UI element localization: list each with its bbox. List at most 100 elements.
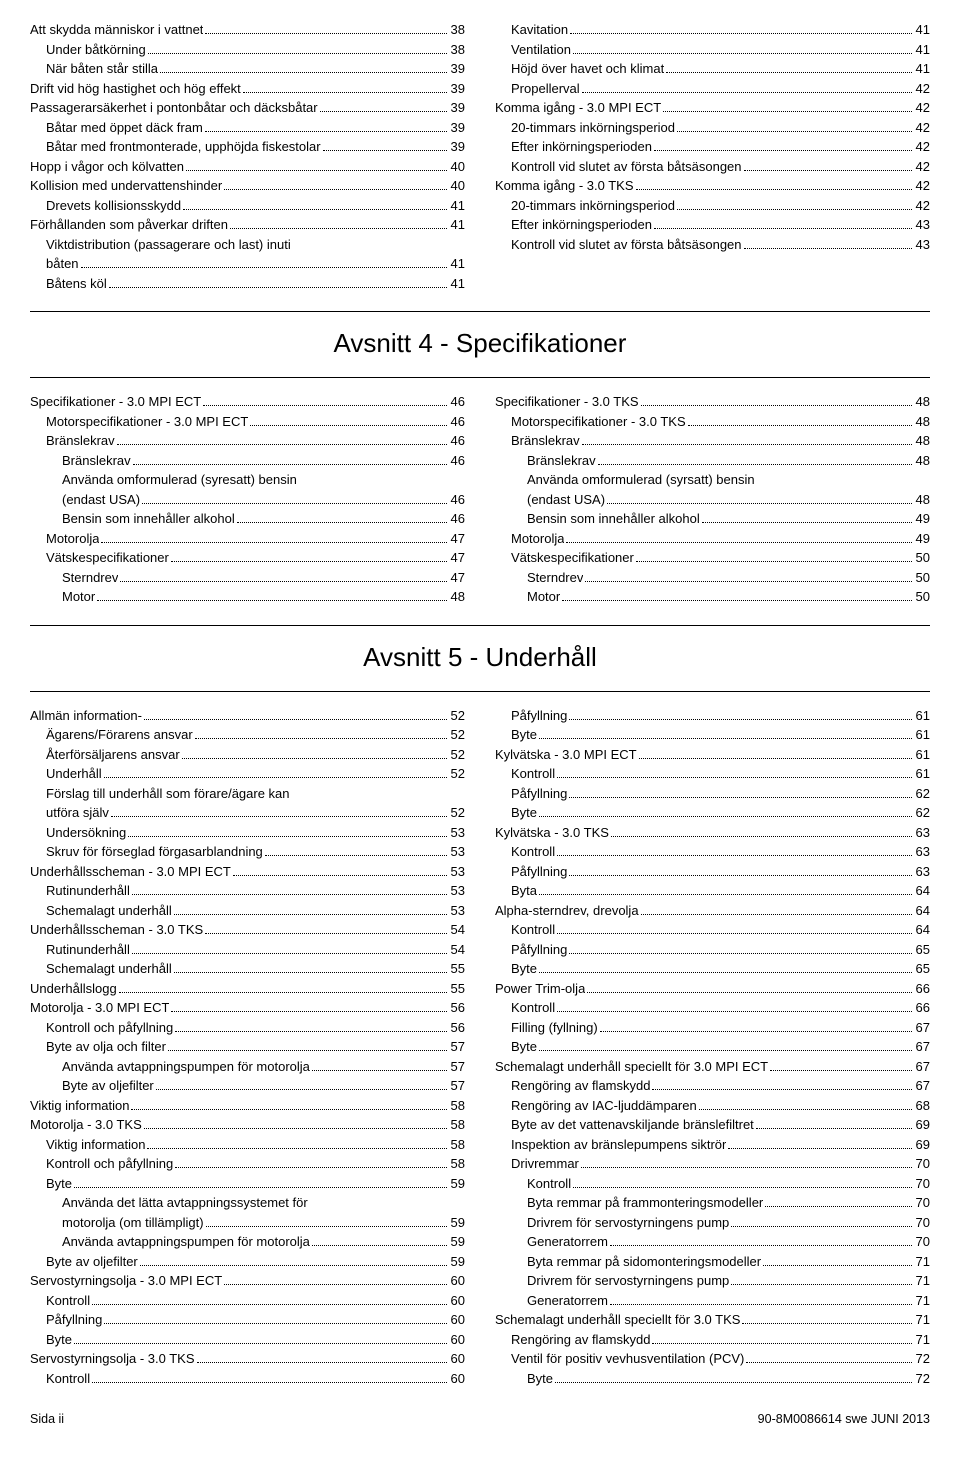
toc-label: Motorspecifikationer - 3.0 MPI ECT <box>46 412 248 432</box>
toc-label: Underhållsscheman - 3.0 MPI ECT <box>30 862 231 882</box>
toc-page: 61 <box>914 706 930 726</box>
toc-row: Motorolja - 3.0 TKS58 <box>30 1115 465 1135</box>
toc-columns: Allmän information-52Ägarens/Förarens an… <box>30 706 930 1389</box>
toc-page: 55 <box>449 979 465 999</box>
toc-label: Kontroll <box>511 842 555 862</box>
page-footer: Sida ii 90-8M0086614 swe JUNI 2013 <box>30 1412 930 1426</box>
toc-dots <box>585 581 911 582</box>
toc-dots <box>74 1343 447 1344</box>
toc-column-left: Allmän information-52Ägarens/Förarens an… <box>30 706 465 1389</box>
toc-label: Använda omformulerad (syresatt) bensin <box>62 470 297 490</box>
toc-dots <box>677 131 912 132</box>
toc-page: 60 <box>449 1330 465 1350</box>
toc-label: Byte av oljefilter <box>46 1252 138 1272</box>
toc-page: 64 <box>914 881 930 901</box>
toc-dots <box>147 1148 446 1149</box>
toc-label: Använda omformulerad (syrsatt) bensin <box>527 470 755 490</box>
toc-label: Påfyllning <box>511 862 567 882</box>
toc-row: 20-timmars inkörningsperiod42 <box>495 118 930 138</box>
toc-label: Bränslekrav <box>511 431 580 451</box>
toc-page: 42 <box>914 176 930 196</box>
toc-row: Ventil för positiv vevhusventilation (PC… <box>495 1349 930 1369</box>
toc-label: Allmän information- <box>30 706 142 726</box>
toc-label: Använda avtappningspumpen för motorolja <box>62 1232 310 1252</box>
toc-column-right: Kavitation41Ventilation41Höjd över havet… <box>495 20 930 293</box>
toc-label: Rengöring av flamskydd <box>511 1076 650 1096</box>
toc-page: 67 <box>914 1018 930 1038</box>
toc-dots <box>182 758 447 759</box>
toc-page: 64 <box>914 920 930 940</box>
toc-dots <box>756 1128 912 1129</box>
toc-page: 70 <box>914 1154 930 1174</box>
toc-row: Använda avtappningspumpen för motorolja 5… <box>30 1232 465 1252</box>
toc-row: Kontroll och påfyllning58 <box>30 1154 465 1174</box>
toc-page: 63 <box>914 823 930 843</box>
toc-row: Power Trim-olja66 <box>495 979 930 999</box>
toc-row: Byte59 <box>30 1174 465 1194</box>
toc-label: motorolja (om tillämpligt) <box>62 1213 204 1233</box>
toc-page: 39 <box>449 98 465 118</box>
toc-label: Bensin som innehåller alkohol <box>527 509 700 529</box>
toc-page: 39 <box>449 59 465 79</box>
toc-label: Påfyllning <box>511 784 567 804</box>
toc-dots <box>569 719 911 720</box>
toc-label: Motorspecifikationer - 3.0 TKS <box>511 412 686 432</box>
toc-dots <box>641 405 912 406</box>
toc-label: Propellerval <box>511 79 580 99</box>
toc-columns: Att skydda människor i vattnet38Under bå… <box>30 20 930 293</box>
toc-row: Ventilation41 <box>495 40 930 60</box>
toc-page: 69 <box>914 1135 930 1155</box>
toc-label: Komma igång - 3.0 TKS <box>495 176 634 196</box>
toc-label: Bränslekrav <box>46 431 115 451</box>
toc-page: 72 <box>914 1369 930 1389</box>
toc-page: 71 <box>914 1291 930 1311</box>
toc-dots <box>224 189 446 190</box>
toc-label: Båtar med frontmonterade, upphöjda fiske… <box>46 137 321 157</box>
footer-right: 90-8M0086614 swe JUNI 2013 <box>758 1412 930 1426</box>
toc-label: Rengöring av flamskydd <box>511 1330 650 1350</box>
toc-dots <box>539 972 912 973</box>
toc-row: Rutinunderhåll54 <box>30 940 465 960</box>
toc-label: Använda det lätta avtappningssystemet fö… <box>62 1193 308 1213</box>
toc-label: Rutinunderhåll <box>46 940 130 960</box>
toc-row: Sterndrev47 <box>30 568 465 588</box>
toc-page: 46 <box>449 490 465 510</box>
toc-page: 48 <box>449 587 465 607</box>
toc-label: Motorolja <box>511 529 564 549</box>
toc-row: Viktig information58 <box>30 1135 465 1155</box>
toc-label: Sterndrev <box>527 568 583 588</box>
toc-row: Komma igång - 3.0 TKS 42 <box>495 176 930 196</box>
toc-label: Vätskespecifikationer <box>511 548 634 568</box>
toc-row: Kontroll vid slutet av första båtsäsonge… <box>495 235 930 255</box>
toc-row: Rengöring av IAC-ljuddämparen68 <box>495 1096 930 1116</box>
toc-label: Motor <box>527 587 560 607</box>
toc-dots <box>171 1011 446 1012</box>
toc-row: Båtar med frontmonterade, upphöjda fiske… <box>30 137 465 157</box>
toc-dots <box>243 92 447 93</box>
toc-row: Kontroll63 <box>495 842 930 862</box>
toc-label: Komma igång - 3.0 MPI ECT <box>495 98 661 118</box>
toc-dots <box>728 1148 911 1149</box>
toc-dots <box>131 1109 446 1110</box>
toc-label: Underhållslogg <box>30 979 117 999</box>
toc-page: 48 <box>914 412 930 432</box>
toc-row: Påfyllning63 <box>495 862 930 882</box>
toc-page: 59 <box>449 1232 465 1252</box>
toc-label: Undersökning <box>46 823 126 843</box>
toc-dots <box>569 797 911 798</box>
toc-page: 64 <box>914 901 930 921</box>
toc-row: Byta64 <box>495 881 930 901</box>
toc-row: Motorolja - 3.0 MPI ECT56 <box>30 998 465 1018</box>
toc-dots <box>206 1226 447 1227</box>
toc-row: Passagerarsäkerhet i pontonbåtar och däc… <box>30 98 465 118</box>
toc-dots <box>652 1343 911 1344</box>
toc-label: Höjd över havet och klimat <box>511 59 664 79</box>
toc-row: Vätskespecifikationer47 <box>30 548 465 568</box>
toc-row: Schemalagt underhåll speciellt för 3.0 T… <box>495 1310 930 1330</box>
section-title: Avsnitt 5 - Underhåll <box>30 642 930 673</box>
section-title: Avsnitt 4 - Specifikationer <box>30 328 930 359</box>
toc-label: Ägarens/Förarens ansvar <box>46 725 193 745</box>
toc-label: Förhållanden som påverkar driften <box>30 215 228 235</box>
toc-page: 56 <box>449 1018 465 1038</box>
toc-row: Byte67 <box>495 1037 930 1057</box>
